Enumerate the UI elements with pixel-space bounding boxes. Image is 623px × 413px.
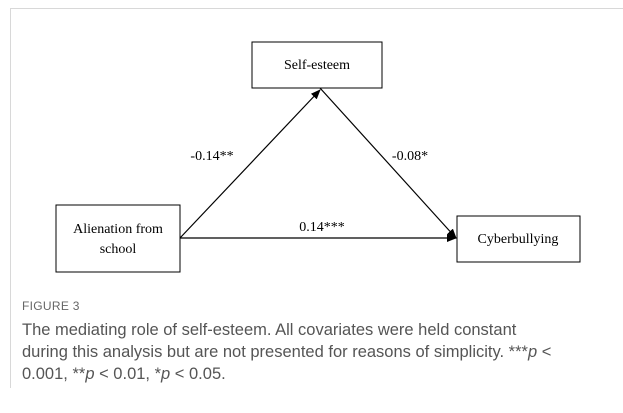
node-box [456,215,581,263]
node-box [55,204,181,273]
caption-text: p [85,365,95,383]
frame-line [10,8,11,388]
node-label: Self-esteem [284,58,350,73]
edge-arrow [319,87,457,239]
node-label: Cyberbullying [478,232,559,247]
edge-label: -0.14** [190,149,233,164]
caption-text: < 0.01, * [94,365,162,383]
figure-label: FIGURE 3 [22,299,80,313]
frame-line [10,8,623,9]
node-label: Alienation from school [73,222,163,257]
figure-caption: The mediating role of self-esteem. All c… [22,319,562,385]
edge-label: -0.08* [392,149,428,164]
caption-text: p [161,365,171,383]
caption-text: p [527,343,538,361]
edge-arrow [179,89,321,239]
node-box [251,41,383,89]
caption-text: < 0.001, ** [22,343,552,383]
caption-text: < 0.05. [170,365,226,383]
caption-text: The mediating role of self-esteem. All c… [22,321,528,361]
diagram: Self-esteem Alienation from school Cyberb… [55,41,581,273]
edge-label: 0.14*** [299,220,345,235]
